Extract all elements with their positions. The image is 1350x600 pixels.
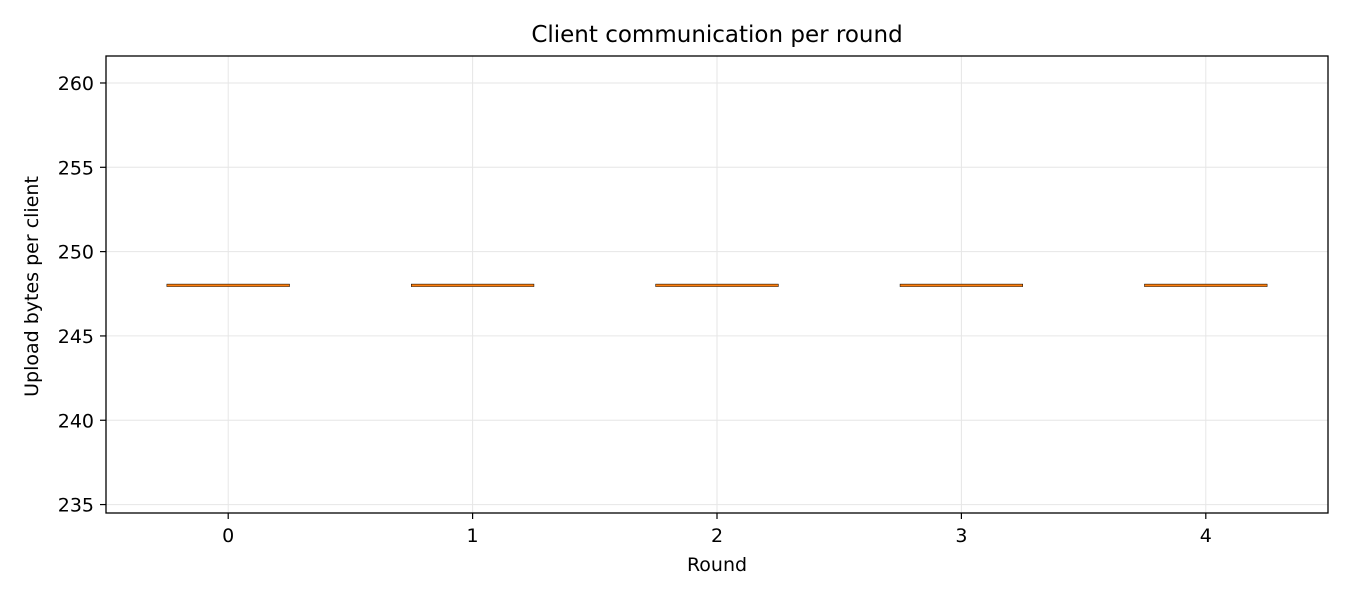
box-marks (166, 283, 1268, 287)
y-tick-label: 255 (58, 157, 94, 179)
axis-ticks: 0 1 2 3 4 235 240 245 250 255 260 (58, 73, 1212, 547)
x-axis-label: Round (687, 554, 747, 576)
x-tick-label: 0 (222, 525, 234, 547)
x-tick-label: 3 (955, 525, 967, 547)
x-tick-label: 1 (467, 525, 479, 547)
y-tick-label: 260 (58, 73, 94, 95)
x-tick-label: 2 (711, 525, 723, 547)
y-tick-label: 235 (58, 495, 94, 517)
y-tick-label: 240 (58, 410, 94, 432)
x-tick-label: 4 (1200, 525, 1212, 547)
y-tick-label: 245 (58, 326, 94, 348)
y-tick-label: 250 (58, 242, 94, 264)
y-axis-label: Upload bytes per client (21, 176, 43, 397)
chart-title: Client communication per round (531, 22, 902, 48)
